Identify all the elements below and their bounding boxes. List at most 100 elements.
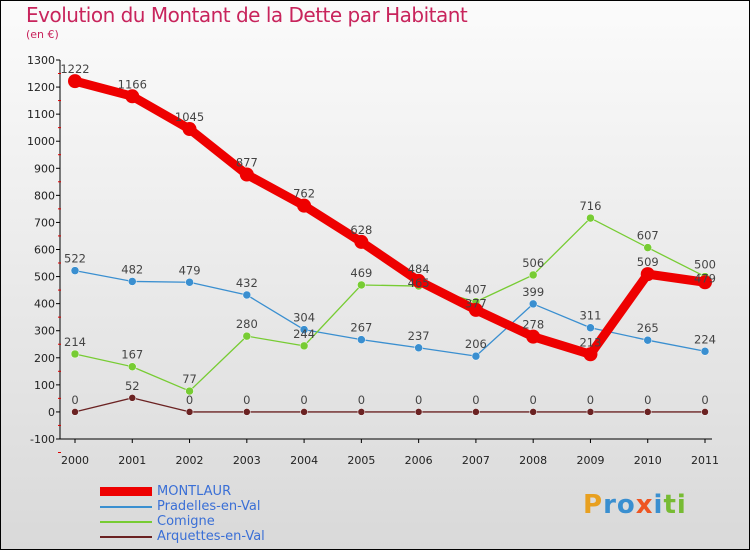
legend-item: MONTLAUR (100, 484, 265, 499)
y-tick-label: -100 (30, 433, 55, 446)
data-label: 762 (293, 187, 315, 201)
legend-swatch (100, 535, 152, 538)
data-point (643, 243, 652, 252)
proxiti-logo: Proxiti (583, 490, 687, 520)
y-tick-label: 800 (34, 189, 55, 202)
data-point (299, 341, 309, 351)
data-label: 224 (694, 332, 716, 346)
data-label: 1045 (175, 110, 204, 124)
y-tick-label: 1000 (27, 135, 55, 148)
data-label: 244 (293, 327, 315, 341)
x-tick-label: 2002 (176, 454, 204, 467)
data-point (242, 331, 252, 341)
x-tick-label: 2011 (691, 454, 719, 467)
data-point (128, 277, 137, 286)
data-label: 167 (121, 348, 143, 362)
data-label: 407 (465, 283, 487, 297)
data-point (357, 408, 366, 416)
x-tick-label: 2001 (118, 454, 146, 467)
data-label: 1166 (118, 77, 147, 91)
series-line-0 (73, 76, 706, 359)
data-label: 0 (415, 393, 422, 407)
data-label: 399 (522, 285, 544, 299)
y-tick-label: 400 (34, 298, 55, 311)
data-label: 214 (64, 335, 86, 349)
data-point (242, 290, 252, 300)
data-label: 607 (637, 229, 659, 243)
legend: MONTLAUR Pradelles-en-Val Comigne Arquettes… (100, 484, 265, 544)
data-point (643, 335, 652, 345)
data-point (640, 267, 655, 282)
data-label: 0 (472, 393, 479, 407)
data-point (700, 347, 710, 356)
data-label: 0 (358, 393, 365, 407)
data-point (411, 273, 426, 288)
data-label: 0 (644, 393, 651, 407)
data-label: 311 (579, 309, 601, 323)
data-label: 0 (243, 393, 250, 407)
x-tick-label: 2008 (519, 454, 547, 467)
data-label: 377 (465, 297, 487, 311)
legend-swatch (100, 520, 152, 523)
data-label: 716 (579, 199, 601, 213)
data-point (243, 408, 251, 416)
series-line-3 (74, 397, 705, 413)
x-tick-label: 2009 (576, 454, 604, 467)
x-tick-label: 2007 (462, 454, 490, 467)
data-label: 0 (701, 393, 708, 407)
y-tick-label: 100 (34, 379, 55, 392)
y-tick-label: 200 (34, 352, 55, 365)
data-point (528, 270, 538, 280)
chart-title: Evolution du Montant de la Dette par Hab… (26, 3, 468, 27)
data-label: 237 (408, 329, 430, 343)
data-point (526, 329, 541, 344)
x-tick-label: 2010 (634, 454, 662, 467)
data-point (643, 408, 652, 416)
series-line-1 (74, 269, 706, 357)
x-tick-label: 2004 (290, 454, 318, 467)
data-point (300, 408, 308, 416)
data-point (472, 408, 480, 416)
data-point (586, 323, 595, 332)
data-point (529, 408, 537, 416)
data-label: 280 (236, 317, 258, 331)
x-tick-label: 2006 (405, 454, 433, 467)
y-tick-label: 1100 (27, 108, 55, 121)
legend-item: Comigne (100, 514, 265, 529)
data-point (185, 278, 194, 287)
legend-item: Pradelles-en-Val (100, 499, 265, 514)
data-point (185, 386, 194, 396)
data-label: 206 (465, 337, 487, 351)
data-label: 278 (522, 318, 544, 332)
data-label: 52 (125, 379, 140, 393)
series-line-2 (74, 217, 706, 392)
data-point (70, 349, 80, 359)
data-label: 0 (530, 393, 537, 407)
y-tick-label: 300 (34, 325, 55, 338)
data-label: 628 (350, 223, 372, 237)
legend-swatch (100, 505, 152, 508)
data-label: 304 (293, 311, 315, 325)
y-tick-label: 1200 (27, 81, 55, 94)
legend-label: Comigne (157, 514, 215, 529)
y-tick-label: 0 (48, 406, 55, 419)
data-label: 484 (408, 262, 430, 276)
data-label: 0 (300, 393, 307, 407)
data-point (239, 167, 254, 182)
data-label: 0 (587, 393, 594, 407)
data-label: 465 (408, 276, 430, 290)
data-point (128, 394, 137, 402)
data-label: 482 (121, 262, 143, 276)
data-label: 479 (179, 263, 201, 277)
data-point (297, 198, 312, 213)
data-point (698, 275, 712, 290)
data-label: 469 (350, 266, 372, 280)
data-point (357, 280, 366, 290)
data-point (182, 122, 197, 137)
x-tick-label: 2005 (347, 454, 375, 467)
y-tick-label: 900 (34, 162, 55, 175)
legend-label: Pradelles-en-Val (157, 499, 261, 514)
data-point (299, 325, 309, 334)
data-label: 506 (522, 256, 544, 270)
y-tick-label: 1300 (27, 54, 55, 67)
